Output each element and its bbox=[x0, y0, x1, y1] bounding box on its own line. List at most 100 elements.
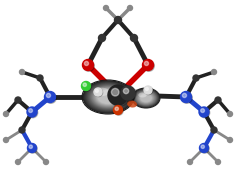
Ellipse shape bbox=[136, 91, 156, 105]
Ellipse shape bbox=[93, 87, 123, 107]
Circle shape bbox=[4, 138, 8, 143]
Circle shape bbox=[211, 127, 217, 133]
Ellipse shape bbox=[91, 86, 125, 108]
Circle shape bbox=[181, 91, 191, 102]
Ellipse shape bbox=[89, 85, 127, 109]
Ellipse shape bbox=[140, 94, 152, 102]
Circle shape bbox=[28, 108, 38, 118]
Ellipse shape bbox=[135, 90, 157, 106]
Ellipse shape bbox=[140, 94, 152, 102]
Ellipse shape bbox=[83, 80, 134, 114]
Circle shape bbox=[37, 75, 43, 81]
Circle shape bbox=[45, 91, 55, 102]
Ellipse shape bbox=[136, 91, 156, 105]
Circle shape bbox=[20, 70, 25, 74]
Ellipse shape bbox=[139, 93, 153, 103]
Circle shape bbox=[143, 60, 154, 71]
Circle shape bbox=[28, 144, 37, 153]
Ellipse shape bbox=[136, 91, 156, 105]
Circle shape bbox=[199, 107, 209, 117]
Circle shape bbox=[127, 5, 132, 11]
Ellipse shape bbox=[85, 82, 131, 112]
Ellipse shape bbox=[86, 82, 130, 112]
Circle shape bbox=[122, 87, 136, 101]
Circle shape bbox=[114, 106, 123, 115]
Circle shape bbox=[144, 86, 152, 94]
Ellipse shape bbox=[88, 84, 128, 110]
Circle shape bbox=[83, 60, 94, 71]
Ellipse shape bbox=[139, 93, 154, 103]
Ellipse shape bbox=[93, 87, 124, 107]
Circle shape bbox=[114, 16, 122, 23]
Circle shape bbox=[215, 160, 220, 164]
Ellipse shape bbox=[139, 93, 153, 103]
Ellipse shape bbox=[135, 90, 157, 106]
Ellipse shape bbox=[94, 88, 122, 106]
Circle shape bbox=[121, 86, 135, 100]
Ellipse shape bbox=[95, 88, 121, 105]
Ellipse shape bbox=[135, 90, 157, 106]
Circle shape bbox=[144, 61, 148, 66]
Circle shape bbox=[228, 112, 232, 116]
Ellipse shape bbox=[140, 94, 152, 102]
Ellipse shape bbox=[93, 88, 122, 107]
Ellipse shape bbox=[90, 85, 126, 108]
Ellipse shape bbox=[98, 90, 118, 104]
Circle shape bbox=[182, 93, 186, 98]
Ellipse shape bbox=[84, 81, 132, 113]
Ellipse shape bbox=[137, 91, 155, 105]
Ellipse shape bbox=[136, 91, 156, 105]
Circle shape bbox=[45, 92, 56, 103]
Circle shape bbox=[215, 97, 221, 103]
Ellipse shape bbox=[84, 82, 131, 112]
Circle shape bbox=[95, 89, 98, 92]
Ellipse shape bbox=[137, 92, 155, 104]
Circle shape bbox=[95, 89, 103, 97]
Ellipse shape bbox=[83, 81, 133, 113]
Circle shape bbox=[83, 83, 86, 86]
Ellipse shape bbox=[96, 89, 121, 105]
Circle shape bbox=[28, 143, 37, 153]
Ellipse shape bbox=[97, 90, 119, 105]
Circle shape bbox=[111, 88, 119, 96]
Circle shape bbox=[201, 109, 205, 112]
Ellipse shape bbox=[89, 84, 127, 110]
Ellipse shape bbox=[92, 86, 124, 108]
Ellipse shape bbox=[87, 83, 129, 111]
Circle shape bbox=[4, 112, 8, 116]
Circle shape bbox=[131, 35, 138, 42]
Circle shape bbox=[29, 145, 32, 148]
Ellipse shape bbox=[90, 85, 126, 109]
Ellipse shape bbox=[138, 92, 154, 104]
Circle shape bbox=[143, 60, 153, 70]
Circle shape bbox=[84, 61, 88, 66]
Ellipse shape bbox=[86, 83, 130, 111]
Circle shape bbox=[46, 93, 51, 98]
Ellipse shape bbox=[138, 92, 147, 98]
Ellipse shape bbox=[134, 89, 158, 107]
Ellipse shape bbox=[134, 90, 158, 106]
Circle shape bbox=[83, 60, 93, 70]
Circle shape bbox=[200, 144, 209, 153]
Ellipse shape bbox=[133, 89, 159, 107]
Ellipse shape bbox=[139, 93, 153, 103]
Ellipse shape bbox=[133, 89, 159, 107]
Circle shape bbox=[200, 108, 210, 118]
Circle shape bbox=[228, 138, 232, 143]
Ellipse shape bbox=[137, 92, 155, 104]
Ellipse shape bbox=[91, 86, 125, 108]
Circle shape bbox=[16, 160, 21, 164]
Circle shape bbox=[199, 143, 208, 153]
Ellipse shape bbox=[135, 90, 157, 106]
Ellipse shape bbox=[138, 92, 154, 104]
Ellipse shape bbox=[97, 90, 119, 104]
Circle shape bbox=[94, 88, 102, 96]
Circle shape bbox=[19, 127, 25, 133]
Ellipse shape bbox=[127, 100, 137, 108]
Circle shape bbox=[29, 109, 33, 112]
Circle shape bbox=[181, 92, 192, 103]
Circle shape bbox=[145, 87, 153, 95]
Ellipse shape bbox=[88, 84, 128, 110]
Circle shape bbox=[114, 105, 122, 115]
Ellipse shape bbox=[132, 88, 160, 108]
